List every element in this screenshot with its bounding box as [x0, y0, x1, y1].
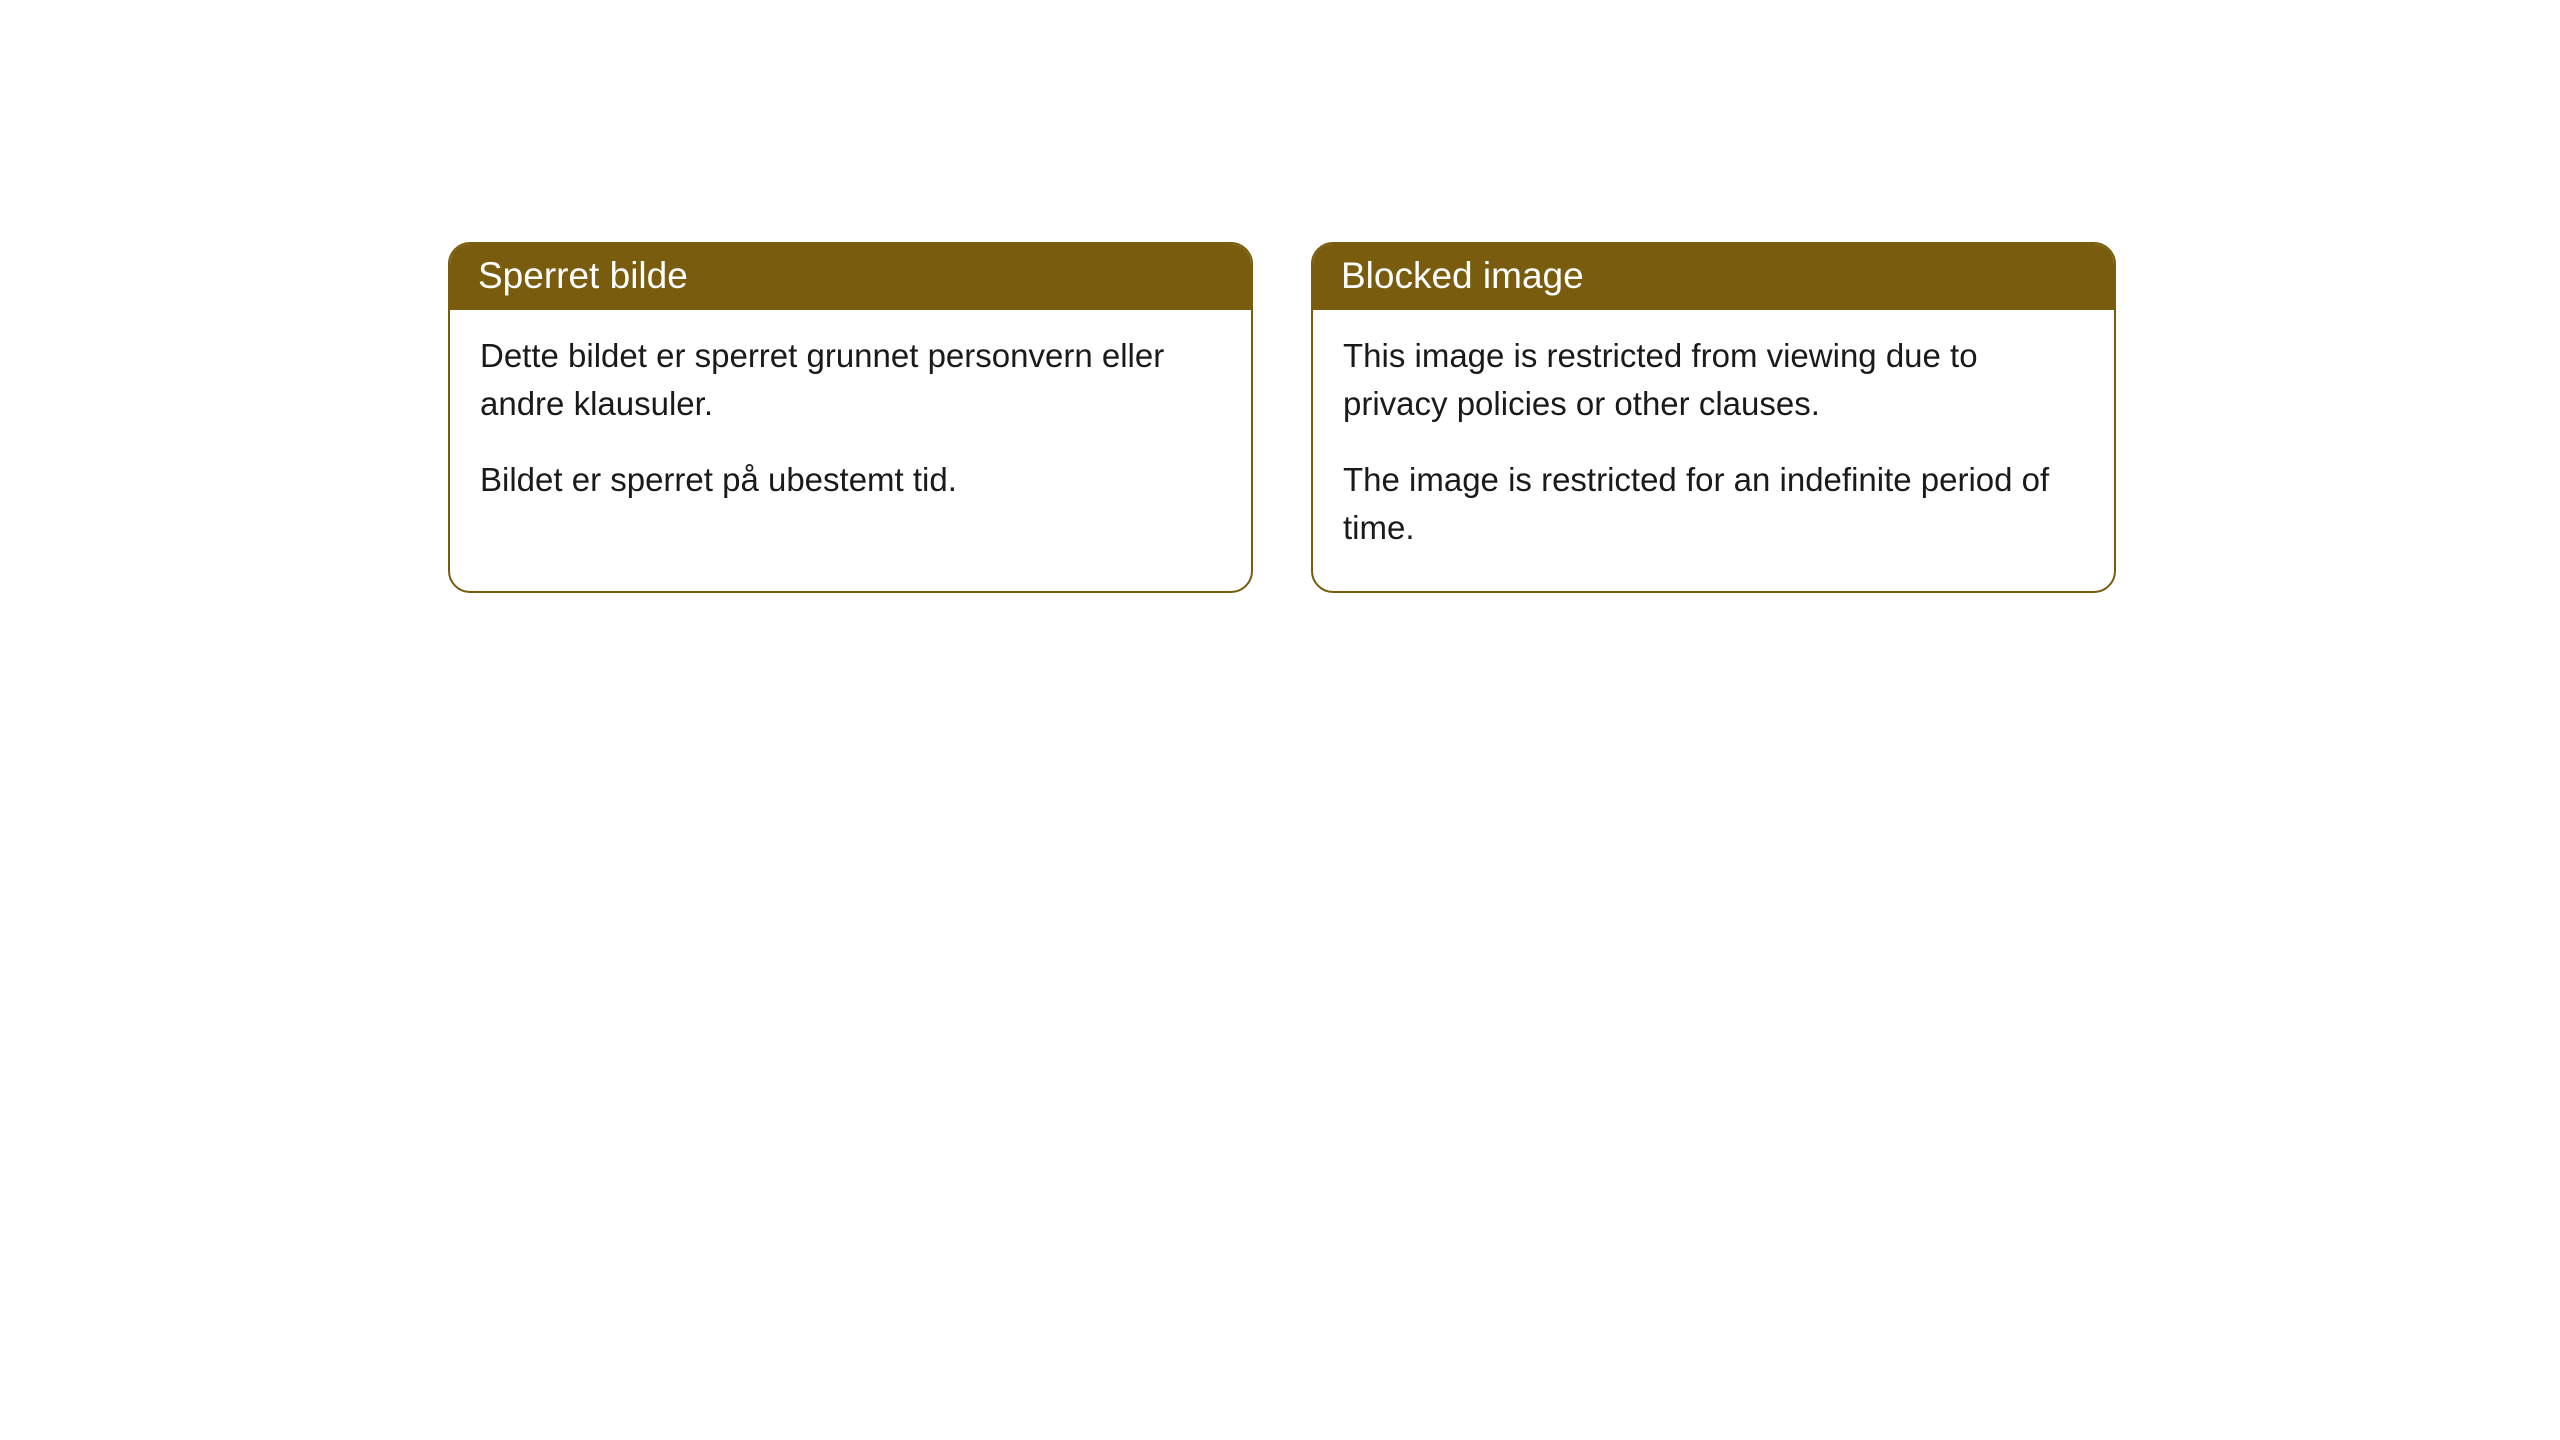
card-header-english: Blocked image [1313, 244, 2114, 310]
card-paragraph-2-english: The image is restricted for an indefinit… [1343, 456, 2084, 552]
card-body-norwegian: Dette bildet er sperret grunnet personve… [450, 310, 1251, 544]
blocked-image-card-norwegian: Sperret bilde Dette bildet er sperret gr… [448, 242, 1253, 593]
card-paragraph-1-norwegian: Dette bildet er sperret grunnet personve… [480, 332, 1221, 428]
notice-cards-container: Sperret bilde Dette bildet er sperret gr… [448, 242, 2116, 593]
card-body-english: This image is restricted from viewing du… [1313, 310, 2114, 591]
blocked-image-card-english: Blocked image This image is restricted f… [1311, 242, 2116, 593]
card-paragraph-2-norwegian: Bildet er sperret på ubestemt tid. [480, 456, 1221, 504]
card-paragraph-1-english: This image is restricted from viewing du… [1343, 332, 2084, 428]
card-header-norwegian: Sperret bilde [450, 244, 1251, 310]
